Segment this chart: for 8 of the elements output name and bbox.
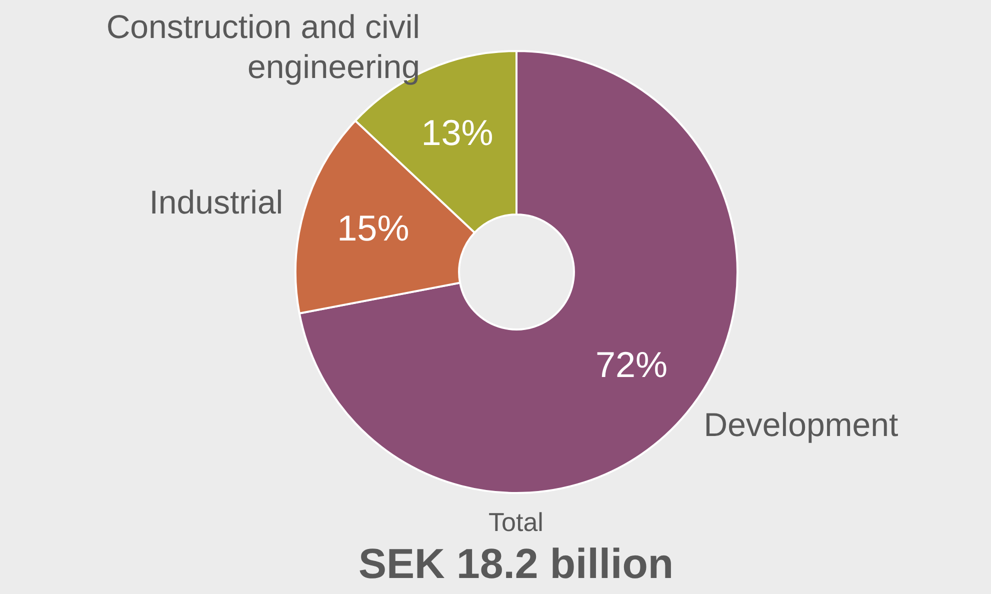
data-label: 15%: [337, 207, 410, 248]
slice-label: Construction and civil engineering: [106, 8, 420, 86]
data-label: 13%: [421, 112, 494, 153]
text: SEK 18.2 billion: [357, 540, 675, 588]
data-label: 72%: [595, 344, 668, 386]
text: Total: [488, 507, 544, 538]
slice-label: Industrial: [149, 183, 284, 220]
slice-label: Development: [704, 406, 898, 443]
